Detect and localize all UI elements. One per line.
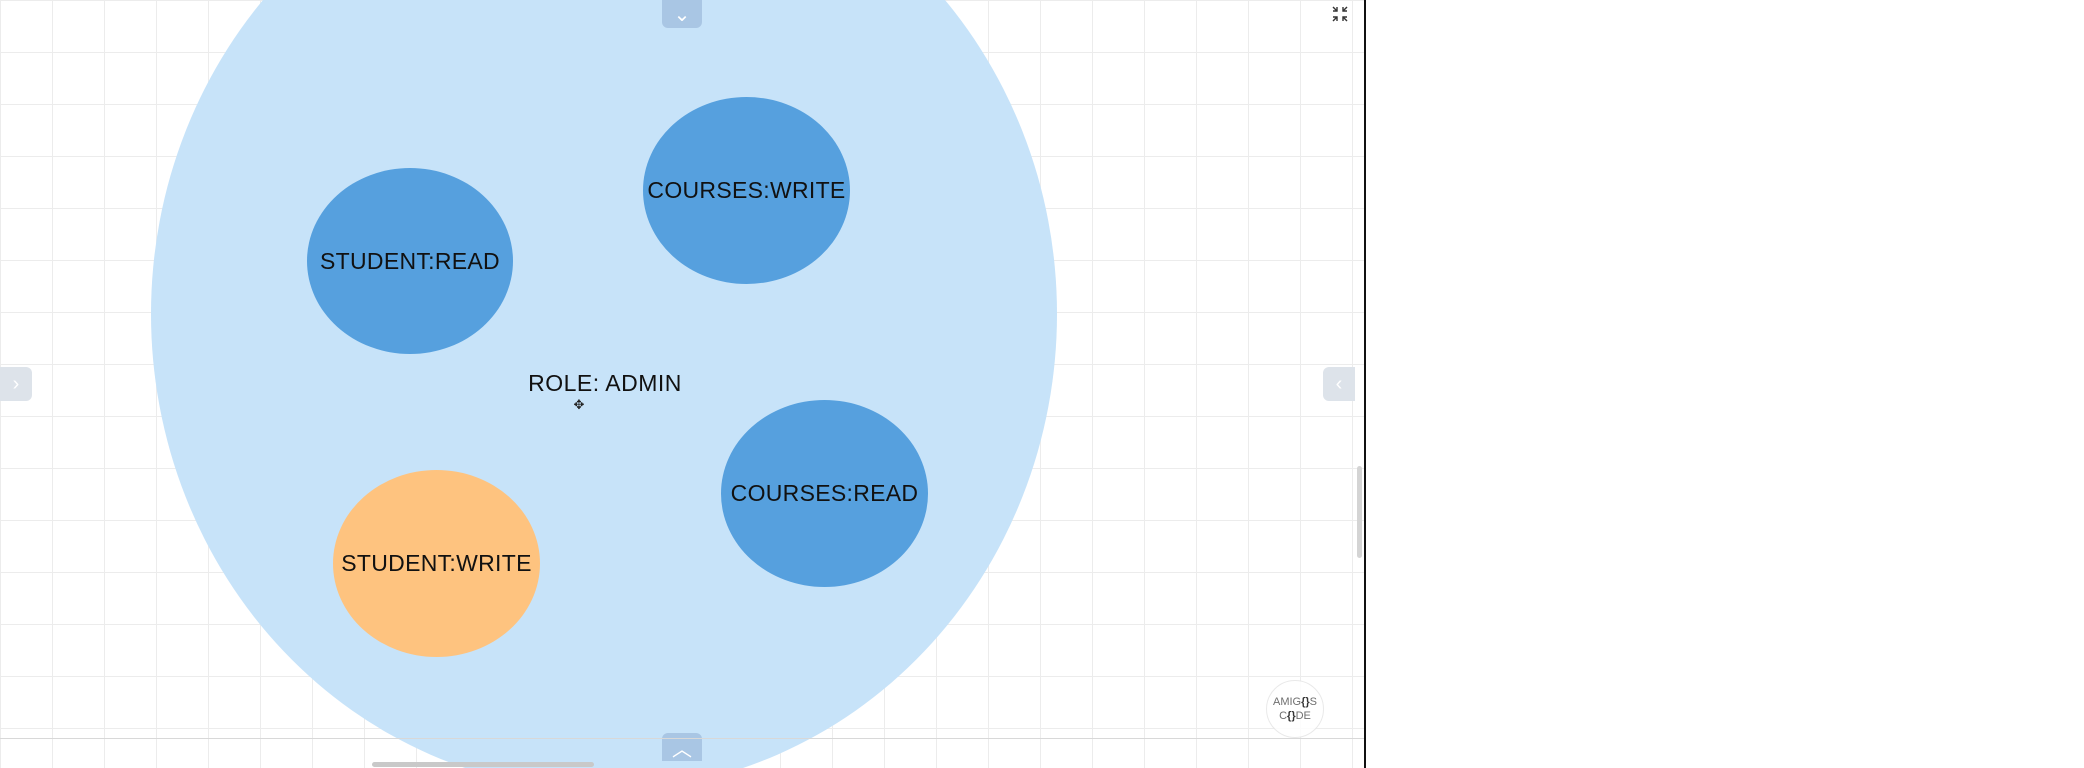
horizontal-scrollbar[interactable] (372, 762, 594, 767)
move-icon[interactable]: ✥ (573, 397, 585, 412)
canvas-right-border (1364, 0, 1366, 768)
role-admin-circle[interactable] (151, 0, 1057, 768)
chevron-up-glyph: ︿ (672, 738, 692, 761)
vertical-scrollbar[interactable] (1357, 466, 1362, 558)
diagram-canvas[interactable]: STUDENT:READ COURSES:WRITE COURSES:READ … (0, 0, 1364, 768)
role-label: ROLE: ADMIN (528, 370, 682, 396)
canvas-bottom-divider (0, 738, 1364, 739)
permission-student-write[interactable]: STUDENT:WRITE (333, 470, 540, 657)
permission-student-read[interactable]: STUDENT:READ (307, 168, 513, 354)
permission-courses-write[interactable]: COURSES:WRITE (643, 97, 850, 284)
chevron-left-icon[interactable]: ‹ (1323, 367, 1355, 401)
chevron-right-glyph: › (12, 372, 20, 395)
chevron-left-glyph: ‹ (1335, 372, 1343, 395)
permission-label: STUDENT:READ (320, 247, 500, 274)
permission-courses-read[interactable]: COURSES:READ (721, 400, 928, 587)
chevron-down-icon[interactable]: ⌄ (662, 0, 702, 28)
collapse-fullscreen-icon[interactable] (1330, 4, 1350, 24)
logo-line-1: AMIG{}S (1272, 696, 1318, 708)
permission-label: COURSES:READ (730, 480, 919, 506)
permission-label: COURSES:WRITE (647, 177, 846, 203)
collapse-fullscreen-svg (1332, 6, 1348, 22)
amigoscode-logo: AMIG{}S C{}DE (1266, 680, 1324, 738)
chevron-right-icon[interactable]: › (0, 367, 32, 401)
permission-label: STUDENT:WRITE (341, 550, 532, 576)
chevron-down-glyph: ⌄ (673, 3, 691, 26)
chevron-up-icon[interactable]: ︿ (662, 733, 702, 761)
logo-line-2: C{}DE (1279, 710, 1311, 722)
